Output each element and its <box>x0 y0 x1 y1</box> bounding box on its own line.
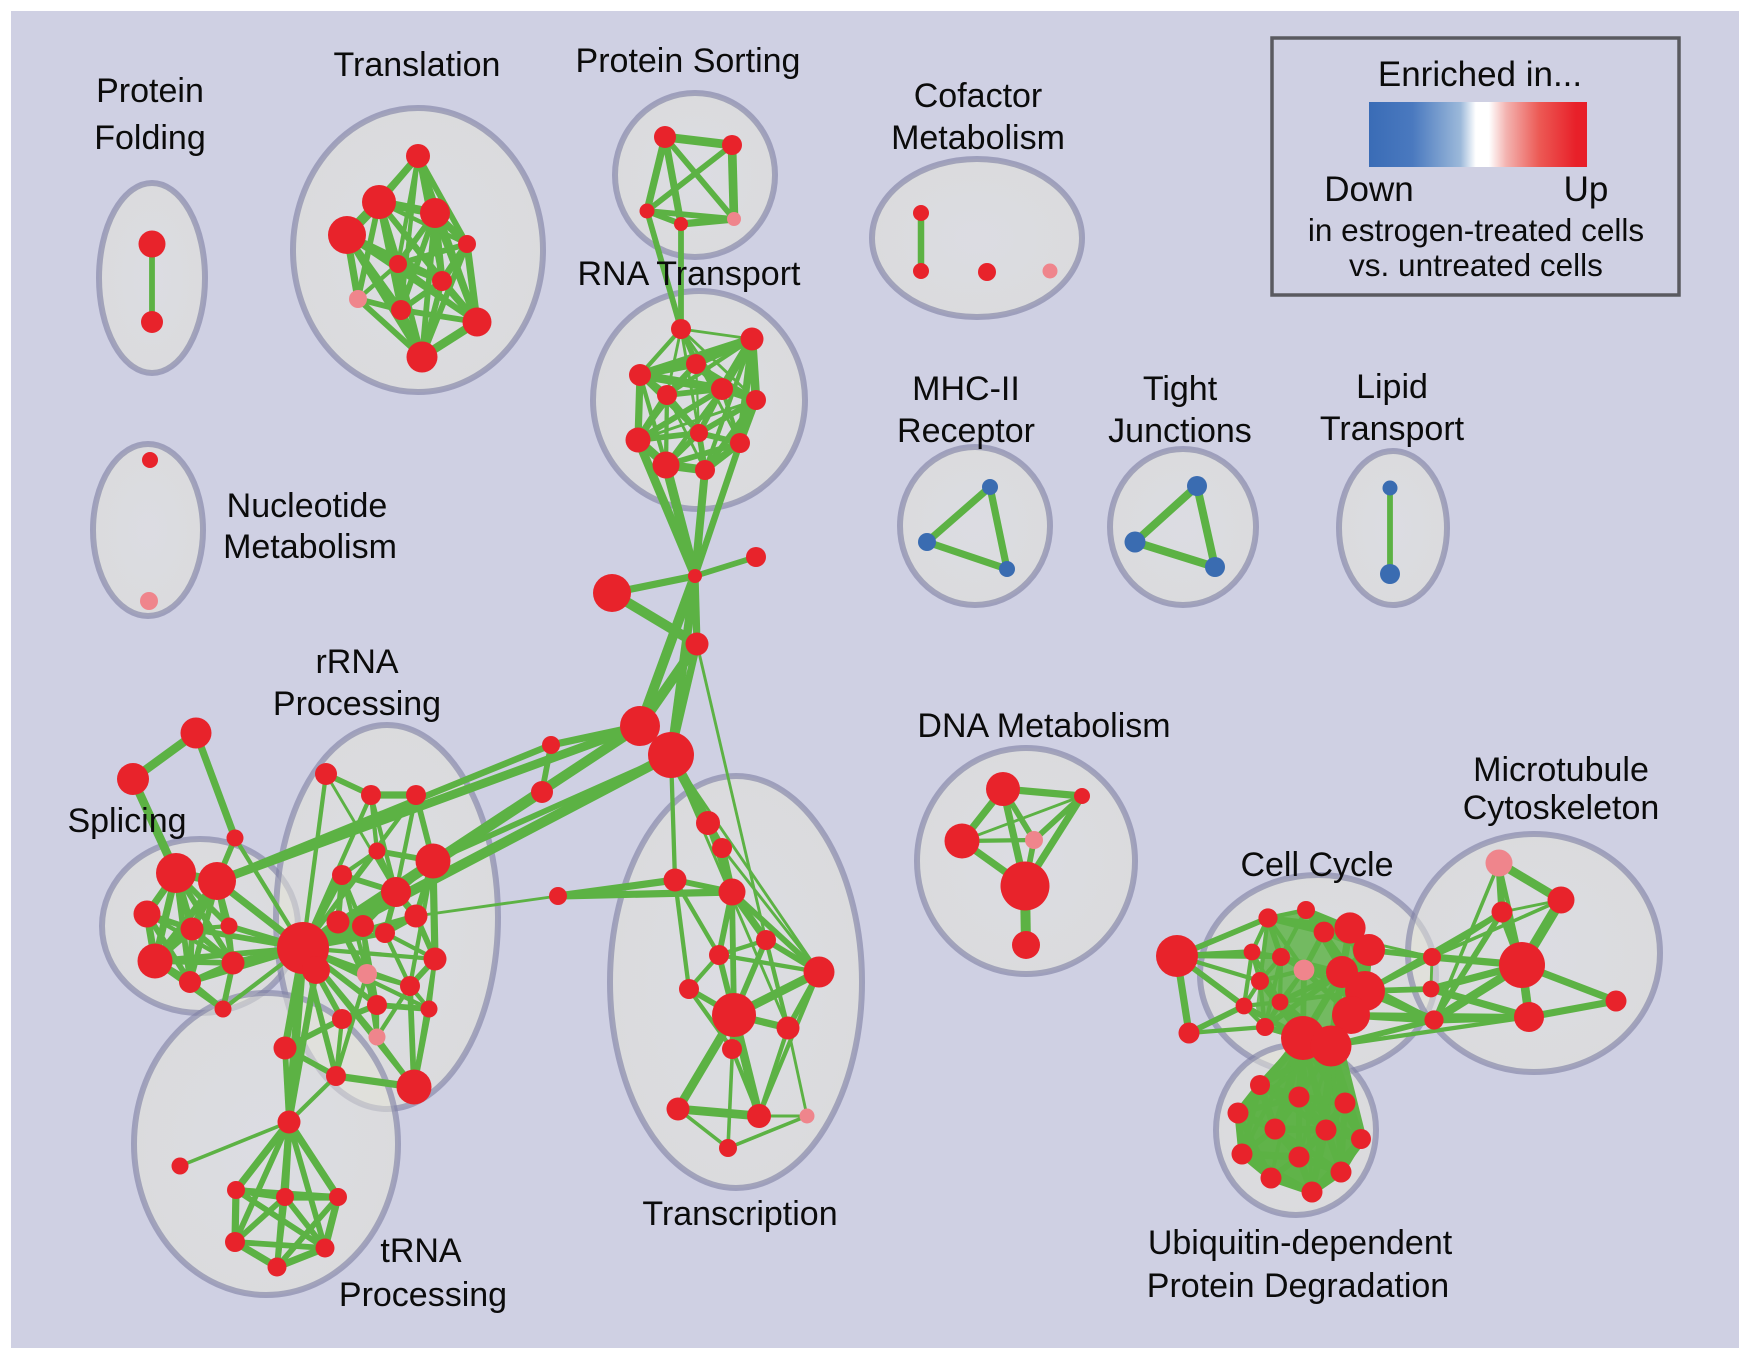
svg-text:RNA Transport: RNA Transport <box>578 255 802 293</box>
svg-text:Transport: Transport <box>1320 410 1465 448</box>
svg-text:Lipid: Lipid <box>1356 368 1428 406</box>
svg-text:Down: Down <box>1324 170 1413 209</box>
svg-text:in estrogen-treated cells: in estrogen-treated cells <box>1308 212 1644 248</box>
svg-text:Folding: Folding <box>94 119 206 157</box>
svg-text:Microtubule: Microtubule <box>1473 751 1649 789</box>
svg-text:Up: Up <box>1564 170 1609 209</box>
svg-text:Ubiquitin-dependent: Ubiquitin-dependent <box>1148 1224 1453 1262</box>
svg-text:Splicing: Splicing <box>67 802 186 840</box>
svg-text:Processing: Processing <box>273 685 441 723</box>
svg-text:Translation: Translation <box>334 46 501 84</box>
svg-text:Processing: Processing <box>339 1276 507 1314</box>
svg-text:Protein Sorting: Protein Sorting <box>576 42 801 80</box>
svg-text:Metabolism: Metabolism <box>891 119 1065 157</box>
svg-text:Protein Degradation: Protein Degradation <box>1147 1267 1449 1305</box>
svg-text:Protein: Protein <box>96 72 204 110</box>
svg-text:Tight: Tight <box>1143 370 1218 408</box>
svg-text:Cytoskeleton: Cytoskeleton <box>1463 789 1660 827</box>
svg-text:tRNA: tRNA <box>380 1232 462 1270</box>
svg-text:Cofactor: Cofactor <box>914 77 1043 115</box>
svg-text:vs. untreated cells: vs. untreated cells <box>1349 247 1603 283</box>
svg-text:Receptor: Receptor <box>897 412 1035 450</box>
svg-text:Enriched in...: Enriched in... <box>1378 55 1582 94</box>
svg-text:MHC-II: MHC-II <box>912 370 1020 408</box>
svg-text:DNA Metabolism: DNA Metabolism <box>917 707 1170 745</box>
svg-text:Nucleotide: Nucleotide <box>227 487 388 525</box>
svg-text:rRNA: rRNA <box>315 643 398 681</box>
svg-text:Junctions: Junctions <box>1108 412 1252 450</box>
svg-text:Transcription: Transcription <box>642 1195 837 1233</box>
svg-text:Metabolism: Metabolism <box>223 528 397 566</box>
svg-text:Cell Cycle: Cell Cycle <box>1240 846 1393 884</box>
